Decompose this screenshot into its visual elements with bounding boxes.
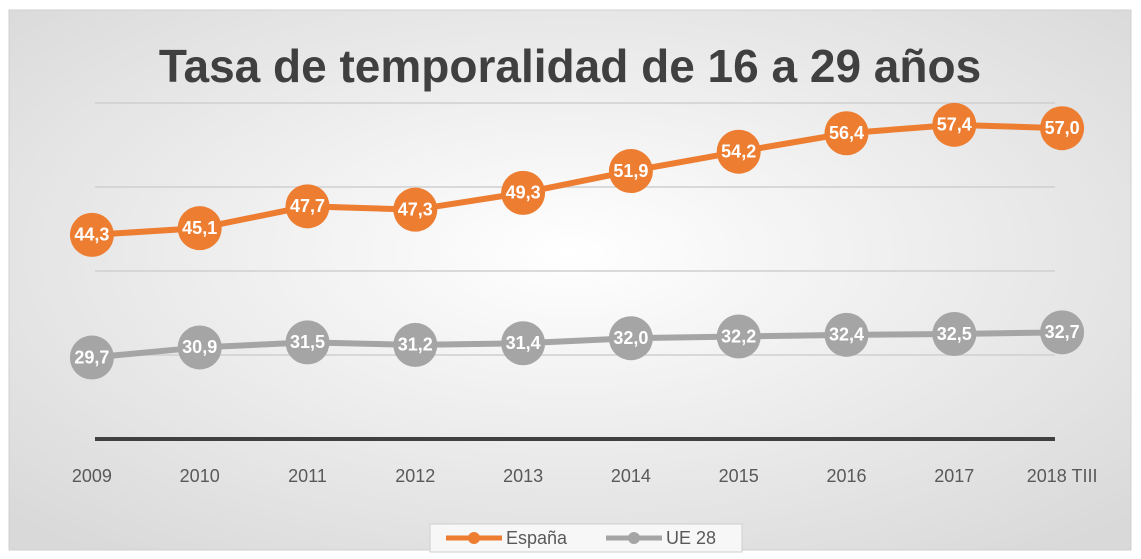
data-label: 32,2 — [721, 326, 756, 346]
data-label: 56,4 — [829, 123, 864, 143]
data-label: 57,0 — [1045, 118, 1080, 138]
x-tick-label: 2010 — [180, 466, 220, 486]
x-tick-label: 2018 TIII — [1027, 466, 1098, 486]
data-label: 45,1 — [182, 218, 217, 238]
data-label: 32,7 — [1045, 322, 1080, 342]
x-tick-label: 2009 — [72, 466, 112, 486]
data-point — [1040, 310, 1085, 355]
data-label: 44,3 — [74, 225, 109, 245]
x-tick-label: 2011 — [288, 466, 327, 486]
legend-marker — [468, 532, 480, 544]
x-tick-label: 2017 — [934, 466, 974, 486]
data-point — [716, 129, 761, 174]
data-label: 31,5 — [290, 332, 325, 352]
data-point — [177, 325, 222, 370]
data-point — [285, 184, 330, 229]
x-tick-label: 2012 — [395, 466, 435, 486]
x-tick-label: 2015 — [719, 466, 759, 486]
data-point — [501, 321, 546, 366]
chart-title: Tasa de temporalidad de 16 a 29 años — [159, 40, 981, 92]
data-label: 49,3 — [506, 183, 541, 203]
data-point — [69, 335, 114, 380]
data-point — [393, 187, 438, 232]
legend-marker — [628, 532, 640, 544]
data-point — [932, 312, 977, 356]
data-label: 32,4 — [829, 325, 864, 345]
data-label: 47,3 — [398, 199, 433, 219]
data-label: 32,0 — [613, 328, 648, 348]
data-point — [608, 149, 653, 194]
data-point — [932, 102, 977, 147]
data-label: 32,5 — [937, 324, 972, 344]
x-tick-label: 2013 — [503, 466, 543, 486]
x-tick-label: 2016 — [826, 466, 866, 486]
data-label: 54,2 — [721, 141, 756, 161]
data-point — [1040, 106, 1085, 151]
data-point — [177, 206, 222, 251]
legend-label: UE 28 — [666, 528, 716, 548]
data-point — [716, 314, 761, 359]
data-point — [285, 320, 330, 365]
series-line — [91, 121, 1063, 238]
data-point — [824, 111, 869, 156]
data-label: 31,2 — [398, 335, 433, 355]
chart-background — [8, 9, 1132, 551]
data-label: 47,7 — [290, 196, 325, 216]
data-point — [501, 170, 546, 215]
data-label: 31,4 — [506, 333, 541, 353]
x-tick-label: 2014 — [611, 466, 651, 486]
data-label: 57,4 — [937, 115, 972, 135]
legend-label: España — [506, 528, 568, 548]
data-label: 29,7 — [74, 347, 109, 367]
data-point — [824, 312, 869, 357]
series-line — [91, 329, 1063, 361]
data-label: 30,9 — [182, 337, 217, 357]
data-label: 51,9 — [613, 161, 648, 181]
data-point — [69, 212, 114, 257]
data-point — [608, 316, 653, 361]
data-point — [393, 322, 438, 367]
